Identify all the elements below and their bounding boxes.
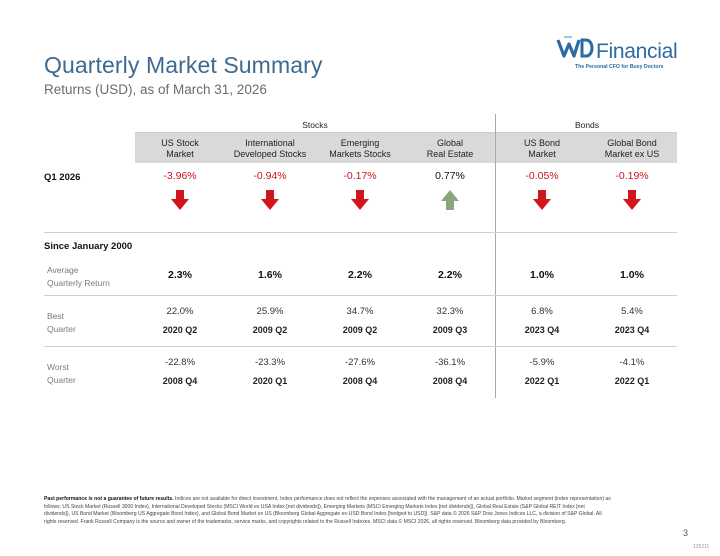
group-label-bonds: Bonds <box>574 120 600 130</box>
best-date: 2020 Q2 <box>162 325 198 335</box>
worst-date: 2022 Q1 <box>614 376 650 386</box>
divider <box>44 346 677 347</box>
worst-date: 2022 Q1 <box>524 376 560 386</box>
company-logo: Financial The Personal CFO for Busy Doct… <box>556 34 686 74</box>
down-arrow-icon <box>171 190 189 210</box>
group-label-stocks: Stocks <box>302 120 328 130</box>
best-date: 2023 Q4 <box>524 325 560 335</box>
page-number: 3 <box>683 528 689 538</box>
best-value: 22.0% <box>166 306 194 317</box>
down-arrow-icon <box>623 190 641 210</box>
worst-value: -27.6% <box>344 357 376 368</box>
row-title-q1: Q1 2026 <box>44 172 81 183</box>
document-code: 135211 <box>693 544 710 550</box>
worst-value: -22.8% <box>164 357 196 368</box>
q1-value: -0.05% <box>525 170 559 182</box>
average-value: 1.6% <box>258 269 282 281</box>
best-value: 6.8% <box>531 306 553 317</box>
best-value: 34.7% <box>346 306 374 317</box>
average-value: 2.3% <box>168 269 192 281</box>
best-date: 2009 Q2 <box>342 325 378 335</box>
best-date: 2009 Q2 <box>252 325 288 335</box>
up-arrow-icon <box>441 190 459 210</box>
page-title: Quarterly Market Summary <box>44 52 323 78</box>
q1-value: -0.94% <box>253 170 287 182</box>
divider <box>135 132 677 133</box>
row-label-worst: Worst Quarter <box>47 362 76 385</box>
row-label-best: Best Quarter <box>47 311 76 334</box>
down-arrow-icon <box>261 190 279 210</box>
q1-value: 0.77% <box>435 170 465 182</box>
q1-value: -3.96% <box>163 170 197 182</box>
down-arrow-icon <box>533 190 551 210</box>
divider <box>44 232 677 233</box>
logo-tagline: The Personal CFO for Busy Doctors <box>575 64 664 70</box>
worst-value: -4.1% <box>619 357 645 368</box>
worst-date: 2020 Q1 <box>252 376 288 386</box>
disclosure-footnote: Past performance is not a guarantee of f… <box>44 496 611 525</box>
column-header-global-real-estate: Global Real Estate <box>426 138 474 159</box>
q1-value: -0.19% <box>615 170 649 182</box>
column-header-intl-developed: International Developed Stocks <box>233 138 307 159</box>
average-value: 2.2% <box>348 269 372 281</box>
best-date: 2009 Q3 <box>432 325 468 335</box>
divider <box>44 295 677 296</box>
best-date: 2023 Q4 <box>614 325 650 335</box>
stocks-bonds-divider <box>495 114 496 398</box>
worst-value: -36.1% <box>434 357 466 368</box>
worst-value: -23.3% <box>254 357 286 368</box>
column-header-global-bond: Global Bond Market ex US <box>604 138 660 159</box>
logo-wordmark: Financial <box>596 40 678 63</box>
q1-value: -0.17% <box>343 170 377 182</box>
best-value: 25.9% <box>256 306 284 317</box>
worst-date: 2008 Q4 <box>432 376 468 386</box>
column-header-us-bond: US Bond Market <box>523 138 561 159</box>
best-value: 5.4% <box>621 306 643 317</box>
logo-mark-icon <box>556 36 594 58</box>
section-title-since-2000: Since January 2000 <box>44 241 133 252</box>
column-header-band <box>135 133 677 163</box>
column-header-us-stock: US Stock Market <box>161 138 199 159</box>
column-header-emerging: Emerging Markets Stocks <box>329 138 391 159</box>
average-value: 1.0% <box>620 269 644 281</box>
down-arrow-icon <box>351 190 369 210</box>
worst-date: 2008 Q4 <box>162 376 198 386</box>
best-value: 32.3% <box>436 306 464 317</box>
row-label-average: Average Quarterly Return <box>47 265 110 288</box>
page-subtitle: Returns (USD), as of March 31, 2026 <box>44 82 267 97</box>
worst-date: 2008 Q4 <box>342 376 378 386</box>
average-value: 1.0% <box>530 269 554 281</box>
average-value: 2.2% <box>438 269 462 281</box>
worst-value: -5.9% <box>529 357 555 368</box>
